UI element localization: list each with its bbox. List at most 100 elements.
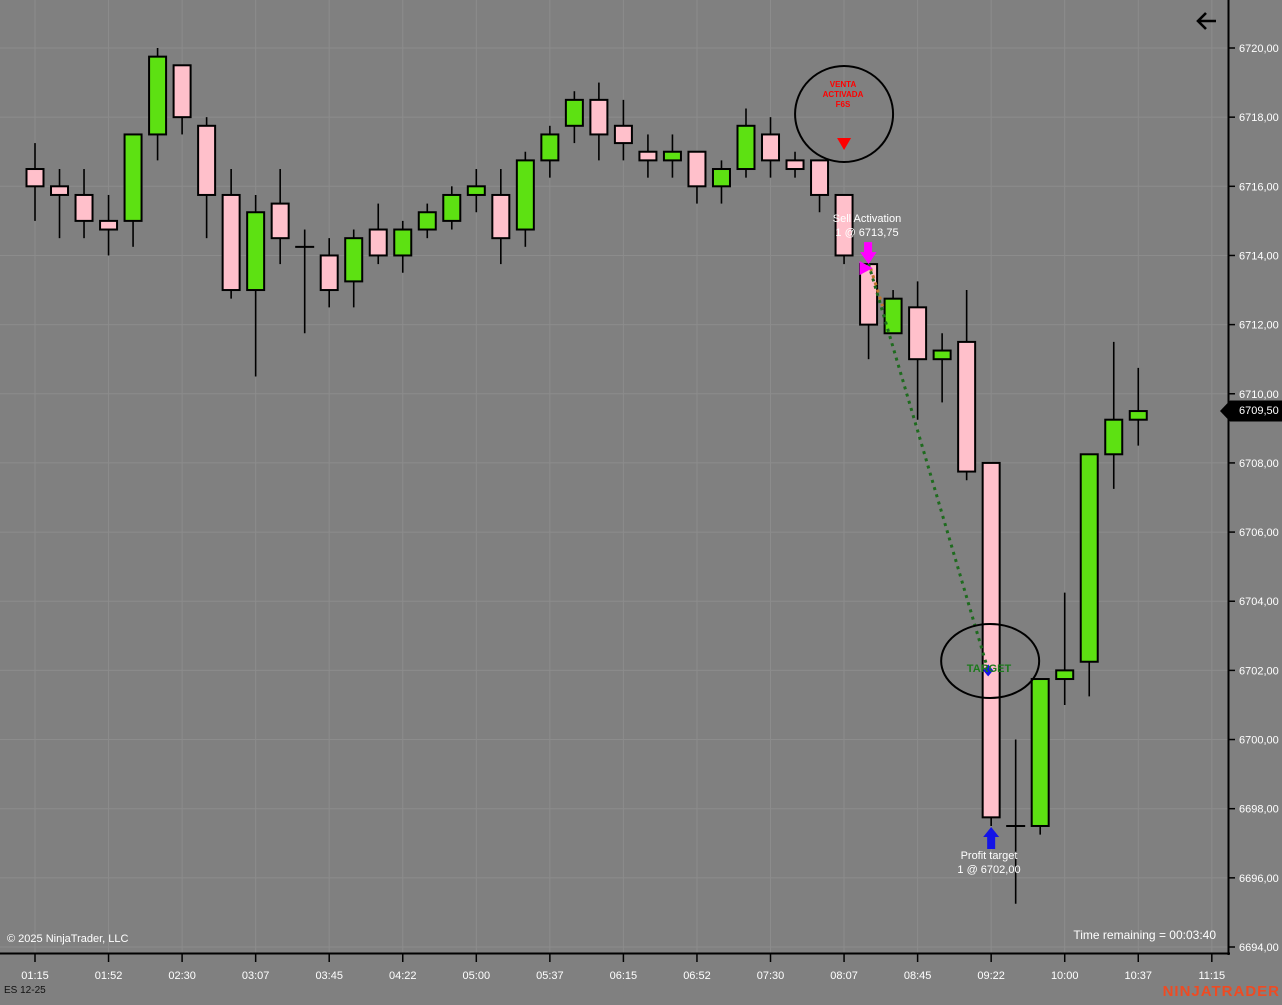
candle-down [74,193,94,222]
sell-activation-price: 1 @ 6713,75 [835,227,899,239]
y-axis-label: 6720,00 [1239,43,1279,55]
candle-up [344,237,364,283]
y-axis-label: 6708,00 [1239,458,1279,470]
candle-up [1104,418,1124,456]
candle-down [981,461,1001,819]
candle-down [908,306,928,361]
candle-up [246,211,266,292]
candle-down [491,193,511,240]
candle-down [221,193,241,292]
sell-signal-circle-label: VENTA ACTIVADA F6S [793,80,893,110]
sell-activation-title: Sell Activation [832,213,902,225]
last-price-marker-label: 6709,50 [1239,405,1279,418]
candle-down [785,159,805,171]
y-axis-label: 6704,00 [1239,596,1279,608]
y-axis-label: 6718,00 [1239,112,1279,124]
candle-down [834,193,854,257]
candle-up [466,185,486,196]
x-axis-label: 10:37 [1124,970,1152,982]
candle-up [393,228,413,257]
candle-up [1030,678,1050,827]
x-axis-label: 09:22 [977,970,1005,982]
y-axis-label: 6714,00 [1239,250,1279,262]
x-axis-label: 01:15 [21,970,49,982]
candle-down [368,228,388,257]
candle-down [761,133,781,162]
profit-target-label: Profit target 1 @ 6702,00 [928,849,1050,877]
y-axis-label: 6716,00 [1239,181,1279,193]
x-axis-label: 01:52 [95,970,123,982]
candle-down [810,159,830,196]
x-axis-label: 08:07 [830,970,858,982]
candle-down [957,340,977,473]
candle-down [99,219,119,231]
y-axis-label: 6712,00 [1239,320,1279,332]
ninjatrader-logo: NINJATRADER [1162,983,1280,1000]
candle-up [123,133,143,222]
time-remaining-text: Time remaining = 00:03:40 [1073,928,1216,942]
x-axis-label: 03:07 [242,970,270,982]
x-axis-label: 08:45 [904,970,932,982]
candle-down [589,98,609,136]
candle-up [883,297,903,335]
x-axis-label: 11:15 [1198,970,1225,982]
candle-up [662,150,682,162]
x-axis-label: 03:45 [315,970,343,982]
sell-signal-triangle-icon [837,138,852,150]
candle-up [711,168,731,188]
candle-down [50,185,70,196]
candle-up [540,133,560,162]
candle-up [1079,453,1099,663]
candle-up [442,193,462,222]
y-axis-label: 6706,00 [1239,527,1279,539]
sell-signal-circle [794,65,895,163]
back-arrow-icon[interactable] [1196,12,1216,30]
target-ellipse [940,623,1041,699]
candle-down [25,168,45,188]
x-axis-label: 02:30 [168,970,196,982]
candle-down [197,124,217,196]
sell-activation-label: Sell Activation 1 @ 6713,75 [806,212,928,240]
copyright-text: © 2025 NinjaTrader, LLC [7,933,129,945]
candle-down [172,64,192,119]
sell-entry-arrow-icon [860,242,877,265]
x-axis-label: 04:22 [389,970,417,982]
target-diamond-icon [983,664,994,677]
x-axis-label: 05:00 [463,970,491,982]
candle-up [417,211,437,231]
y-axis-label: 6700,00 [1239,735,1279,747]
sell-signal-line: VENTA [829,80,857,89]
x-axis-label: 06:52 [683,970,711,982]
x-axis-label: 07:30 [757,970,785,982]
candle-up [1055,669,1075,681]
target-label: TARGET [966,663,1012,675]
y-axis-label: 6702,00 [1239,665,1279,677]
candle-up [515,159,535,231]
last-price-marker-tag [1220,400,1282,422]
instrument-tab[interactable]: ES 12-25 [4,985,46,996]
sell-entry-pointer-icon [859,261,873,276]
candle-up [1128,410,1148,421]
y-axis-label: 6698,00 [1239,804,1279,816]
x-axis-label: 06:15 [610,970,638,982]
profit-target-arrow-icon [983,827,1000,849]
candle-up [564,98,584,127]
candle-down [613,124,633,145]
candle-down [687,150,707,188]
x-axis-label: 10:00 [1051,970,1079,982]
x-axis-label: 05:37 [536,970,564,982]
y-axis-label: 6694,00 [1239,942,1279,954]
candle-down [319,254,339,292]
profit-target-title: Profit target [960,850,1018,862]
candle-up [932,349,952,361]
candle-up [148,55,168,136]
sell-signal-line: F6S [835,100,851,109]
candle-down [638,150,658,162]
y-axis-label: 6696,00 [1239,873,1279,885]
candle-up [736,124,756,171]
candle-down [270,202,290,240]
profit-target-price: 1 @ 6702,00 [957,864,1021,876]
y-axis-label: 6710,00 [1239,389,1279,401]
